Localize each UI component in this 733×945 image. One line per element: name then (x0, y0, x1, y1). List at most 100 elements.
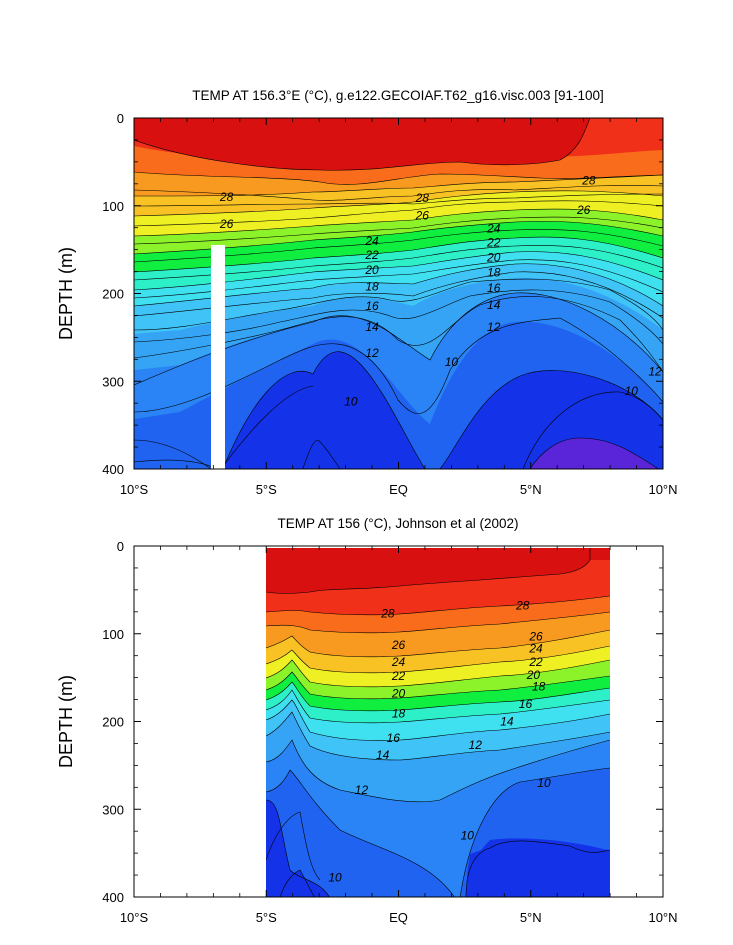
contour-label: 16 (487, 281, 501, 295)
contour-label: 28 (380, 607, 395, 621)
contour-label: 18 (487, 265, 501, 279)
y-axis-label: DEPTH (m) (56, 247, 76, 340)
contour-label: 12 (355, 783, 369, 797)
contour-label: 28 (219, 190, 234, 204)
contour-line (134, 351, 663, 469)
panel-obs-field (266, 548, 610, 897)
contour-label: 20 (391, 686, 406, 700)
contour-line (529, 437, 660, 469)
contour-label: 26 (391, 638, 406, 652)
contour-line (134, 208, 663, 237)
contour-label: 14 (376, 748, 390, 762)
contour-line (266, 629, 610, 658)
y-tick-label: 400 (102, 890, 124, 905)
contour-label: 16 (365, 299, 379, 313)
y-tick-label: 300 (102, 374, 124, 389)
contour-label: 28 (515, 599, 530, 613)
contour-line (134, 317, 663, 414)
contour-line (266, 699, 610, 741)
contour-label: 12 (487, 320, 501, 334)
contour-label: 26 (415, 208, 430, 222)
x-tick-label: 10°N (648, 910, 677, 925)
contour-label: 28 (581, 173, 596, 187)
band-deep (466, 838, 610, 897)
contour-line (266, 611, 610, 634)
contour-line (134, 190, 663, 217)
contour-line (134, 171, 663, 185)
contour-label: 22 (391, 669, 406, 683)
x-tick-label: 5°S (256, 910, 277, 925)
y-tick-label: 100 (102, 199, 124, 214)
y-tick-label: 300 (102, 802, 124, 817)
panel-obs-contour-labels: 2828262624242222202018181616141412121010… (328, 599, 551, 885)
x-tick-label: 10°S (120, 482, 149, 497)
contour-label: 10 (328, 871, 342, 885)
contour-line (302, 439, 341, 469)
contour-label: 10 (344, 394, 358, 408)
contour-label: 24 (364, 234, 379, 248)
contour-label: 14 (487, 298, 501, 312)
deep-bump (302, 440, 341, 469)
contour-label: 24 (486, 222, 501, 236)
contour-line (266, 595, 610, 616)
contour-line (134, 259, 663, 299)
contour-line (266, 769, 455, 897)
contour-label: 22 (364, 248, 379, 262)
y-axis-label: DEPTH (m) (56, 675, 76, 768)
contour-label: 14 (365, 320, 379, 334)
x-tick-label: EQ (389, 482, 408, 497)
x-tick-label: 10°S (120, 910, 149, 925)
x-tick-label: 5°N (520, 482, 542, 497)
contour-line (134, 271, 663, 319)
contour-line (134, 263, 663, 307)
contour-label: 26 (576, 203, 591, 217)
band-warmest (134, 118, 663, 171)
contour-line (134, 193, 663, 207)
contour-label: 18 (392, 707, 406, 721)
contour-label: 26 (528, 629, 543, 643)
panel-obs: TEMP AT 156 (°C), Johnson et al (2002) (56, 516, 678, 925)
panel-obs-title: TEMP AT 156 (°C), Johnson et al (2002) (277, 516, 518, 531)
x-tick-label: 5°S (256, 482, 277, 497)
y-tick-label: 200 (102, 287, 124, 302)
contour-line (134, 216, 663, 245)
contour-label: 24 (528, 642, 543, 656)
contour-label: 14 (500, 715, 514, 729)
contour-line (266, 799, 330, 897)
contour-line (266, 645, 610, 674)
contour-line (134, 185, 663, 201)
contour-label: 28 (415, 191, 430, 205)
contour-line (266, 548, 591, 594)
x-tick-label: EQ (389, 910, 408, 925)
contour-label: 10 (537, 776, 551, 790)
contour-line (134, 251, 663, 291)
contour-line (134, 245, 663, 281)
x-tick-label: 5°N (520, 910, 542, 925)
contour-line (134, 278, 663, 331)
contour-line (465, 840, 610, 897)
contour-label: 12 (648, 365, 662, 379)
contour-line (134, 174, 663, 197)
contour-label: 10 (461, 829, 475, 843)
contour-label: 16 (387, 731, 401, 745)
contour-label: 24 (391, 655, 406, 669)
contour-line (134, 229, 663, 263)
y-tick-label: 400 (102, 462, 124, 477)
contour-line (266, 739, 610, 803)
y-tick-label: 200 (102, 715, 124, 730)
contour-line (266, 811, 321, 881)
contour-line (134, 289, 663, 345)
band-deep-south (280, 870, 315, 897)
contour-line (134, 221, 663, 255)
contour-label: 10 (625, 384, 639, 398)
contour-label: 10 (445, 355, 459, 369)
contour-line (134, 385, 314, 469)
contour-lines (134, 118, 663, 469)
contour-label: 26 (219, 217, 234, 231)
contour-label: 20 (526, 668, 541, 682)
y-tick-label: 0 (117, 539, 124, 554)
y-tick-label: 100 (102, 627, 124, 642)
